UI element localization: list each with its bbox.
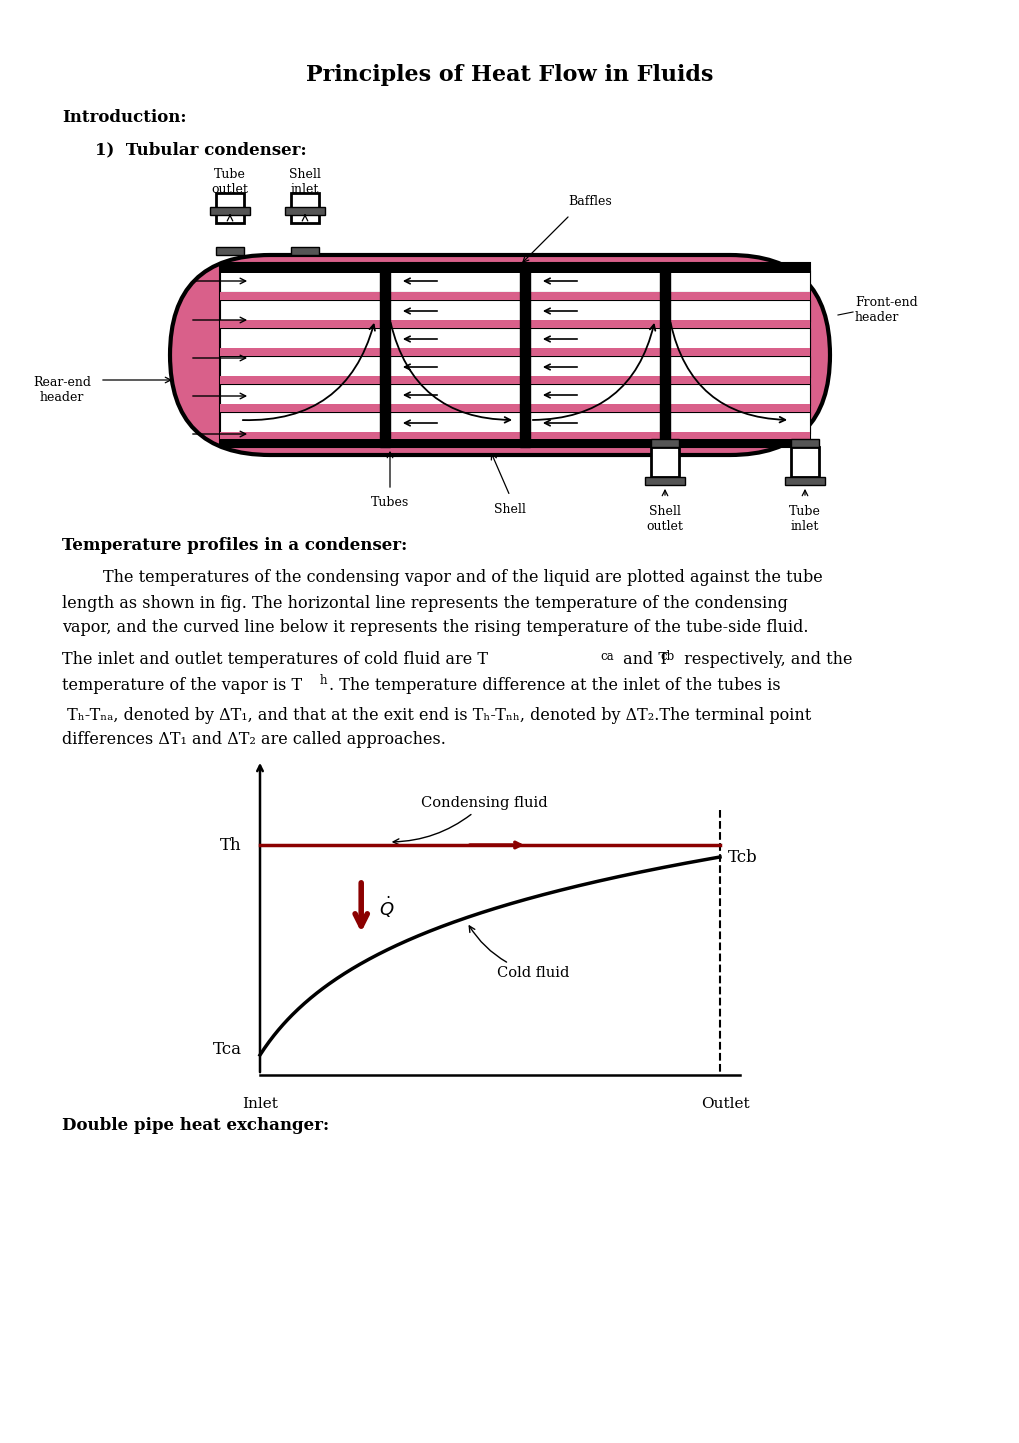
Bar bbox=[220, 328, 809, 351]
FancyBboxPatch shape bbox=[170, 255, 829, 455]
Text: Principles of Heat Flow in Fluids: Principles of Heat Flow in Fluids bbox=[306, 63, 713, 87]
Bar bbox=[650, 439, 679, 447]
Text: Condensing fluid: Condensing fluid bbox=[392, 797, 547, 844]
Bar bbox=[644, 478, 685, 485]
Bar bbox=[220, 439, 809, 447]
Text: temperature of the vapor is T: temperature of the vapor is T bbox=[62, 677, 302, 694]
Text: $\dot{Q}$: $\dot{Q}$ bbox=[379, 895, 394, 921]
Bar bbox=[220, 300, 809, 322]
Text: h: h bbox=[320, 674, 327, 687]
Text: Tube
outlet: Tube outlet bbox=[211, 167, 249, 196]
Bar bbox=[290, 247, 319, 255]
Bar bbox=[216, 247, 244, 255]
Bar bbox=[284, 206, 325, 215]
Text: Shell
inlet: Shell inlet bbox=[288, 167, 321, 196]
Text: Th: Th bbox=[220, 837, 242, 853]
Text: Cold fluid: Cold fluid bbox=[469, 926, 569, 980]
Bar bbox=[785, 478, 824, 485]
Text: Tca: Tca bbox=[213, 1042, 242, 1059]
Bar bbox=[290, 193, 319, 224]
Bar bbox=[220, 320, 809, 328]
Bar bbox=[220, 356, 809, 378]
Text: ca: ca bbox=[599, 649, 613, 662]
Text: 1)  Tubular condenser:: 1) Tubular condenser: bbox=[95, 141, 307, 159]
Text: Shell
outlet: Shell outlet bbox=[646, 505, 683, 532]
Text: Outlet: Outlet bbox=[700, 1097, 749, 1111]
Bar bbox=[216, 193, 244, 224]
Bar bbox=[380, 263, 389, 447]
Text: respectively, and the: respectively, and the bbox=[679, 651, 852, 668]
Text: Tubes: Tubes bbox=[371, 496, 409, 509]
Text: Introduction:: Introduction: bbox=[62, 110, 186, 127]
Text: Temperature profiles in a condenser:: Temperature profiles in a condenser: bbox=[62, 537, 407, 554]
Text: Baffles: Baffles bbox=[568, 195, 611, 208]
Bar bbox=[220, 431, 809, 440]
Bar bbox=[220, 263, 809, 273]
Bar bbox=[220, 404, 809, 413]
Text: Rear-end
header: Rear-end header bbox=[33, 377, 91, 404]
Bar bbox=[650, 447, 679, 478]
Bar bbox=[220, 413, 809, 434]
Text: vapor, and the curved line below it represents the rising temperature of the tub: vapor, and the curved line below it repr… bbox=[62, 619, 808, 636]
Bar bbox=[220, 263, 809, 447]
Bar bbox=[220, 291, 809, 300]
Text: Tube
inlet: Tube inlet bbox=[789, 505, 820, 532]
Text: differences ΔT₁ and ΔT₂ are called approaches.: differences ΔT₁ and ΔT₂ are called appro… bbox=[62, 732, 445, 749]
Bar bbox=[220, 384, 809, 405]
Text: length as shown in fig. The horizontal line represents the temperature of the co: length as shown in fig. The horizontal l… bbox=[62, 595, 787, 612]
Text: Double pipe heat exchanger:: Double pipe heat exchanger: bbox=[62, 1117, 329, 1134]
Bar bbox=[210, 206, 250, 215]
Text: cb: cb bbox=[659, 649, 674, 662]
Text: Tₕ-Tₙₐ, denoted by ΔT₁, and that at the exit end is Tₕ-Tₙₕ, denoted by ΔT₂.The t: Tₕ-Tₙₐ, denoted by ΔT₁, and that at the … bbox=[62, 707, 810, 723]
Bar bbox=[659, 263, 669, 447]
Bar bbox=[790, 447, 818, 478]
Bar bbox=[220, 377, 809, 384]
Text: The temperatures of the condensing vapor and of the liquid are plotted against t: The temperatures of the condensing vapor… bbox=[62, 570, 822, 586]
Bar bbox=[790, 439, 818, 447]
Bar bbox=[220, 348, 809, 356]
Bar bbox=[520, 263, 530, 447]
Text: Inlet: Inlet bbox=[242, 1097, 277, 1111]
Text: Front-end
header: Front-end header bbox=[854, 296, 917, 325]
Text: The inlet and outlet temperatures of cold fluid are T: The inlet and outlet temperatures of col… bbox=[62, 651, 487, 668]
Text: . The temperature difference at the inlet of the tubes is: . The temperature difference at the inle… bbox=[329, 677, 780, 694]
Text: and T: and T bbox=[618, 651, 668, 668]
Text: Tcb: Tcb bbox=[728, 848, 757, 866]
Text: Shell: Shell bbox=[493, 504, 526, 517]
Bar bbox=[220, 270, 809, 291]
